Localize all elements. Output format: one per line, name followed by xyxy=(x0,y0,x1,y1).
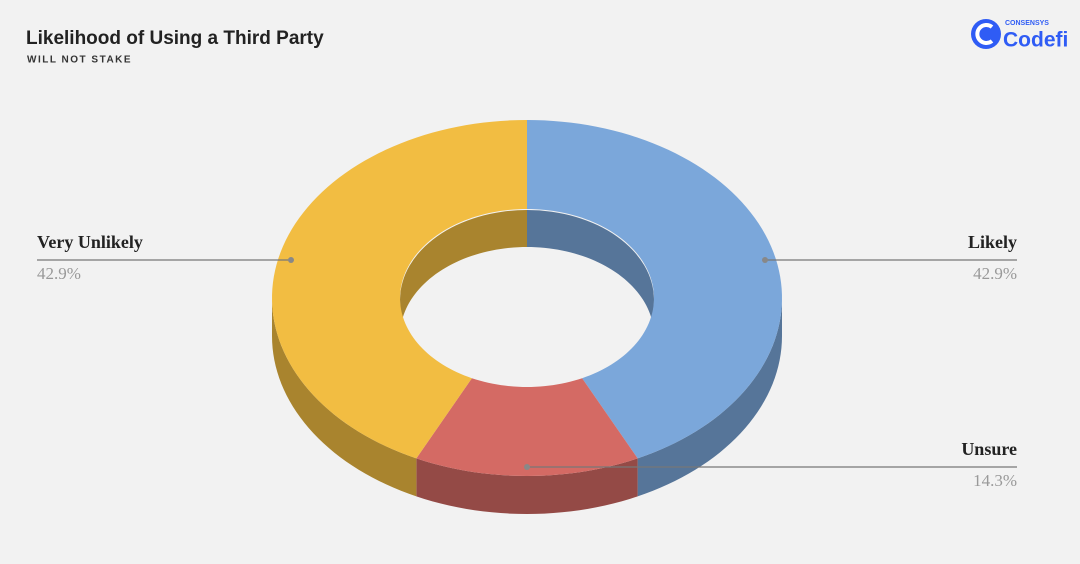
logo-name: Codefi xyxy=(1003,29,1068,52)
segment xyxy=(527,120,782,459)
category-label: Very Unlikely xyxy=(37,232,143,252)
segment-outer-side xyxy=(637,298,782,497)
logo-small: CONSENSYS xyxy=(1005,20,1049,27)
leader-dot xyxy=(524,464,530,470)
chart-title: Likelihood of Using a Third Party xyxy=(26,28,324,49)
chart-subtitle: WILL NOT STAKE xyxy=(27,55,132,66)
logo-icon-mark xyxy=(975,23,994,45)
segment xyxy=(416,378,638,476)
leader-dot xyxy=(288,257,294,263)
leader-dot xyxy=(762,257,768,263)
segment-inner-side xyxy=(527,210,654,336)
logo: CONSENSYS Codefi xyxy=(971,19,1068,52)
value-label: 42.9% xyxy=(973,264,1017,283)
value-label: 14.3% xyxy=(973,471,1017,490)
segment-inner-side xyxy=(400,210,527,336)
segment-outer-side xyxy=(416,458,638,514)
category-label: Likely xyxy=(968,232,1017,252)
segment-outer-side xyxy=(272,298,417,497)
segment xyxy=(272,120,527,459)
category-label: Unsure xyxy=(961,439,1017,459)
value-label: 42.9% xyxy=(37,264,81,283)
